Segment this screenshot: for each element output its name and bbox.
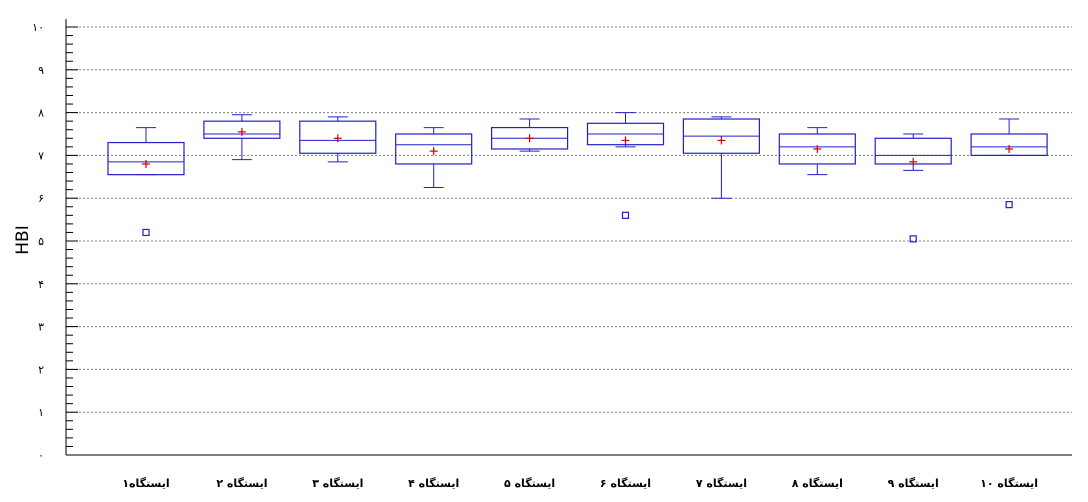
box-9 [874,133,952,243]
y-tick-label: ١٠ [32,21,44,34]
outlier-point [142,228,150,237]
x-tick-label: ایستگاه١ [122,477,169,490]
x-tick-label: ایستگاه ٢ [216,477,267,490]
outlier-point [621,211,630,219]
box-2 [203,114,281,161]
box-rect [299,120,377,154]
box-5 [491,118,569,152]
x-tick-label: ایستگاه ١٠ [980,477,1038,490]
box-7 [682,116,761,199]
x-tick-label: ایستگاه ٩ [888,477,939,490]
box-4 [395,127,473,188]
box-rect [970,133,1048,156]
y-tick-label: ٣ [38,321,44,334]
x-tick-label: ایستگاه ۴ [408,477,459,490]
y-tick-label: ٢ [38,363,44,376]
x-tick-labels: ایستگاه١ ایستگاه ٢ ایستگاه ٣ ایستگاه ۴ ایستگ… [122,477,1038,490]
box-1 [107,127,185,237]
x-tick-label: ایستگاه ۵ [504,477,555,490]
outlier-point [1005,201,1013,209]
grid-lines [67,26,1072,413]
y-tick-label: ٨ [38,107,44,120]
axes: ٠ ١ ٢ ٣ ۴ ۵ ۶ ٧ ٨ ٩ ١٠ [32,19,1072,462]
box-rect [203,120,281,139]
box-3 [299,116,377,163]
outlier-point [909,235,917,243]
box-rect [395,133,473,165]
box-rect [107,141,185,176]
box-rect [778,133,856,165]
x-tick-label: ایستگاه ۶ [600,477,651,490]
x-tick-label: ایستگاه ٣ [312,477,363,490]
x-tick-label: ایستگاه ٨ [792,477,843,490]
boxes [107,112,1048,243]
y-tick-label: ۵ [38,235,44,248]
y-tick-label: ٠ [38,449,44,462]
box-8 [778,127,856,176]
y-axis-label: HBI [13,225,33,254]
y-tick-label: ۶ [38,192,44,205]
box-6 [586,112,665,219]
box-10 [970,118,1048,209]
y-tick-label: ٧ [38,149,44,162]
y-tick-label: ۴ [38,278,44,291]
x-tick-label: ایستگاه ٧ [696,477,747,490]
y-tick-label: ٩ [38,64,44,77]
y-tick-label: ١ [38,406,44,419]
